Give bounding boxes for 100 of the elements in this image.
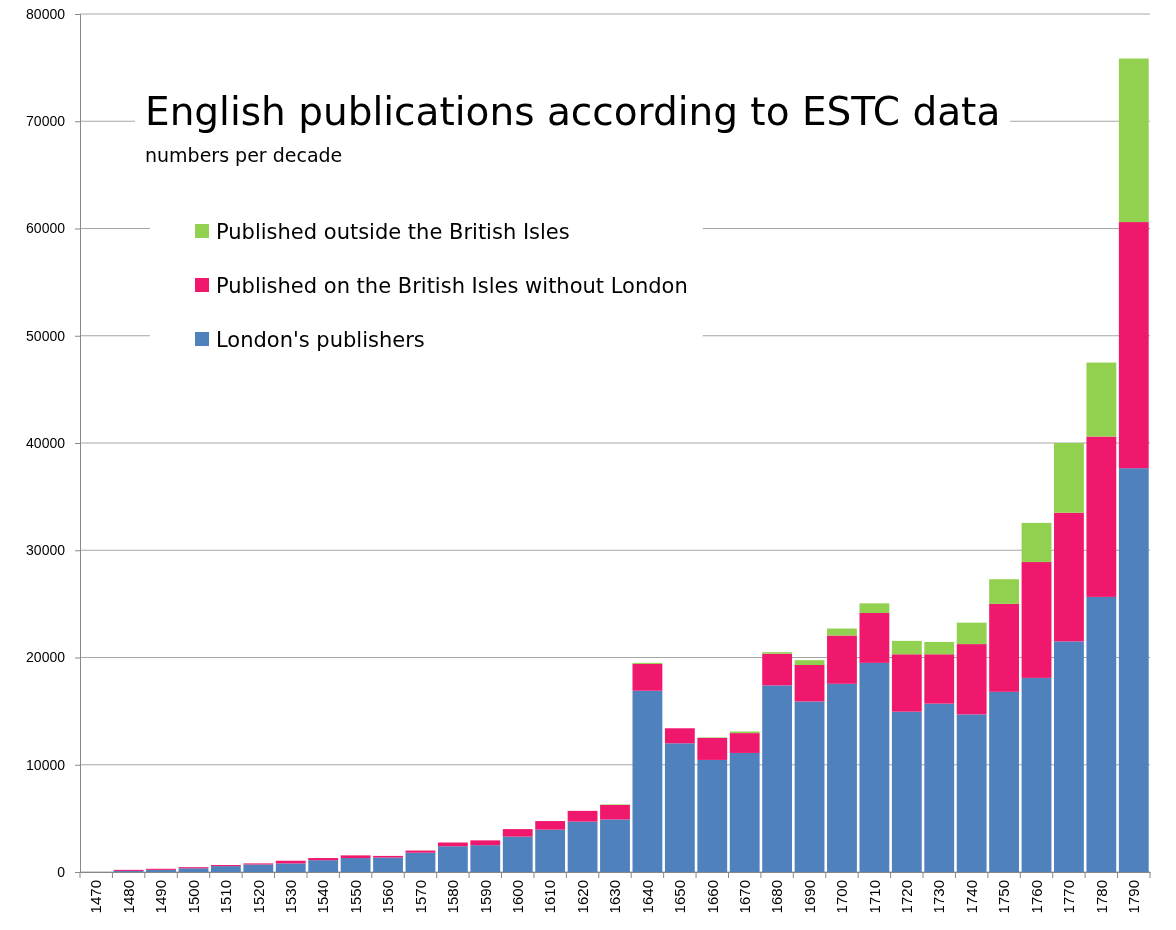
bar [762, 653, 793, 686]
bar [697, 737, 728, 760]
x-tick-label: 1480 [119, 880, 137, 914]
bar [729, 752, 760, 872]
text: numbers per decade [145, 144, 343, 166]
bar [859, 612, 890, 663]
x-tick-label: 1640 [638, 880, 656, 914]
bar [632, 663, 663, 691]
text: English publications according to ESTC data [145, 89, 1001, 134]
x-tick-label: 1550 [346, 880, 364, 914]
bar [827, 635, 857, 684]
bar [891, 640, 922, 655]
bar [308, 858, 339, 861]
y-tick-label: 80000 [26, 5, 66, 22]
bar [762, 685, 793, 872]
x-tick-label: 1600 [508, 880, 526, 914]
bar [1086, 436, 1117, 597]
bar [891, 654, 922, 712]
bar [827, 683, 857, 872]
bar [632, 690, 663, 872]
bar [340, 855, 371, 859]
bar [794, 665, 825, 702]
bar [859, 662, 890, 872]
bar [1054, 512, 1084, 642]
bar [437, 846, 468, 872]
bar [405, 852, 436, 872]
x-tick-label: 1760 [1027, 880, 1045, 914]
bar [308, 860, 339, 872]
x-tick-label: 1670 [735, 880, 753, 914]
bar [373, 857, 403, 872]
x-tick-label: 1650 [671, 880, 689, 914]
x-tick-label: 1740 [962, 880, 980, 914]
bar [1118, 58, 1149, 223]
bar [340, 858, 371, 872]
bar [1086, 596, 1117, 872]
bar [924, 654, 955, 704]
bar [989, 579, 1020, 604]
bar [210, 866, 241, 872]
bar [1021, 677, 1052, 872]
bar [1054, 443, 1084, 513]
y-tick-label: 40000 [26, 434, 66, 451]
legend-label: London's publishers [216, 328, 425, 352]
bar [989, 603, 1020, 692]
y-tick-label: 0 [57, 863, 66, 880]
x-tick-label: 1780 [1092, 880, 1110, 914]
bar [924, 641, 955, 655]
x-tick-label: 1530 [282, 880, 300, 914]
bar [1118, 222, 1149, 469]
bar [502, 836, 533, 872]
bar [567, 810, 598, 822]
bar [1054, 641, 1084, 872]
y-tick-label: 10000 [26, 756, 66, 773]
x-tick-label: 1700 [833, 880, 851, 914]
bar [697, 759, 728, 872]
bar [535, 829, 566, 872]
x-tick-label: 1680 [768, 880, 786, 914]
x-tick-label: 1500 [184, 880, 202, 914]
x-tick-label: 1610 [541, 880, 559, 914]
bar [405, 850, 436, 853]
bar [956, 714, 987, 872]
x-tick-label: 1750 [995, 880, 1013, 914]
bar [1021, 522, 1052, 563]
bar [794, 660, 825, 666]
x-tick-label: 1490 [152, 880, 170, 914]
x-tick-label: 1570 [411, 880, 429, 914]
legend-label: Published outside the British Isles [216, 220, 570, 244]
x-tick-label: 1660 [703, 880, 721, 914]
x-tick-label: 1630 [606, 880, 624, 914]
x-tick-label: 1710 [865, 880, 883, 914]
y-tick-label: 60000 [26, 220, 66, 237]
bar [729, 733, 760, 753]
bar [535, 821, 566, 830]
bar [891, 711, 922, 872]
legend-label: Published on the British Isles without London [216, 274, 688, 298]
x-tick-label: 1790 [1125, 880, 1143, 914]
bar [470, 840, 501, 846]
y-tick-label: 70000 [26, 113, 66, 130]
x-tick-label: 1590 [476, 880, 494, 914]
x-tick-label: 1540 [314, 880, 332, 914]
bar [275, 863, 306, 872]
bar [924, 703, 955, 872]
x-tick-label: 1690 [800, 880, 818, 914]
x-tick-label: 1770 [1060, 880, 1078, 914]
y-tick-label: 50000 [26, 327, 66, 344]
x-tick-label: 1520 [249, 880, 267, 914]
y-tick-label: 20000 [26, 649, 66, 666]
y-tick-label: 30000 [26, 542, 66, 559]
bar [827, 628, 857, 636]
bar [600, 804, 630, 820]
bar [567, 821, 598, 872]
x-tick-label: 1560 [379, 880, 397, 914]
bar [1118, 468, 1149, 872]
bar [664, 743, 695, 872]
bar [859, 603, 890, 613]
bar [664, 728, 695, 744]
bar [1021, 562, 1052, 678]
bar [600, 819, 630, 872]
bar [956, 644, 987, 715]
x-tick-label: 1510 [217, 880, 235, 914]
bar [243, 864, 274, 872]
